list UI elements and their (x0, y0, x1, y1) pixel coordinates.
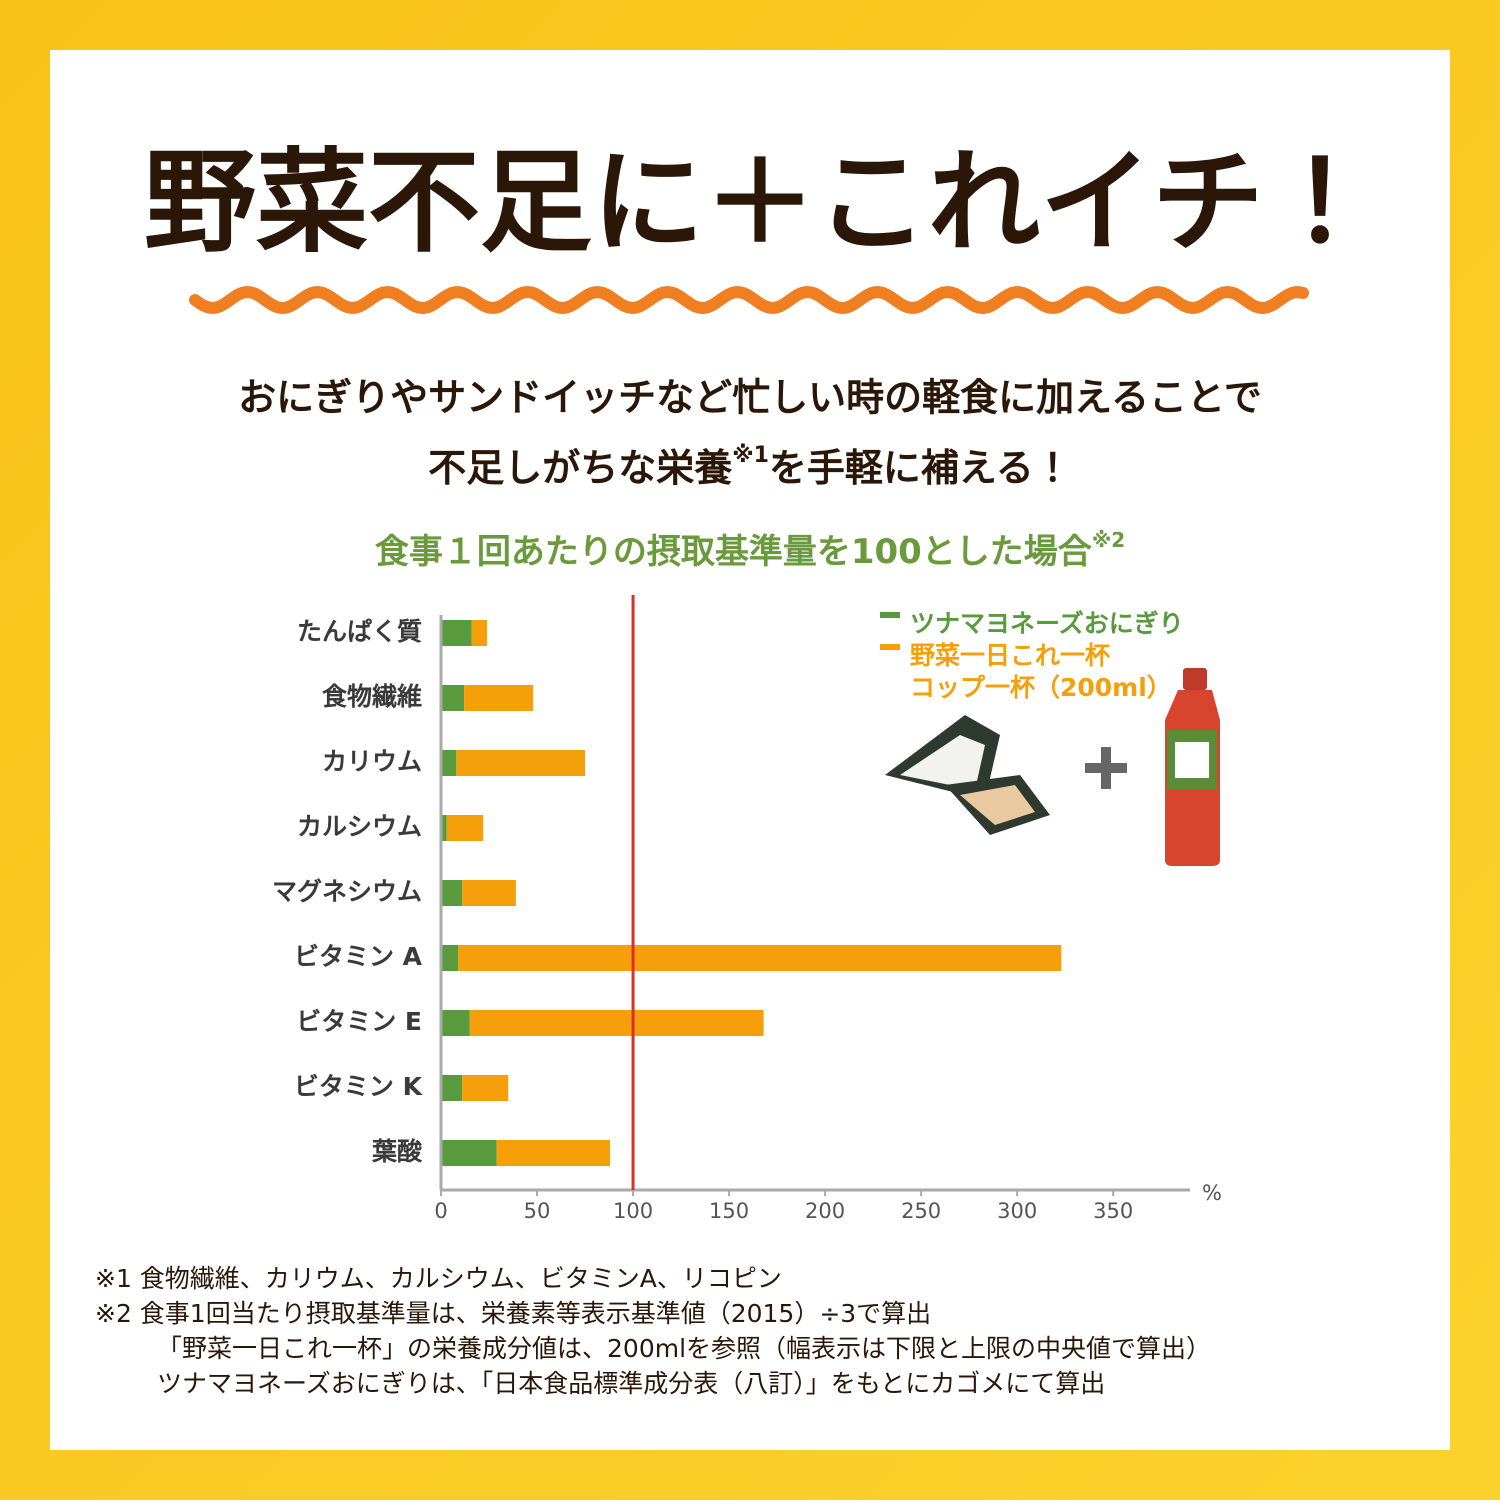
x-tick-label: 50 (524, 1199, 551, 1223)
bar-segment (441, 880, 463, 906)
x-tick-label: 350 (1093, 1199, 1133, 1223)
headline: 野菜不足に＋これイチ！ (144, 138, 1376, 268)
category-label: ビタミン K (294, 1072, 424, 1101)
category-label: カリウム (322, 747, 422, 776)
lead-line: おにぎりやサンドイッチなど忙しい時の軽食に加えることで (238, 376, 1262, 420)
footnote: ※1 食物繊維、カリウム、カルシウム、ビタミンA、リコピン (95, 1264, 782, 1293)
footnote: ツナマヨネーズおにぎりは、「日本食品標準成分表（八訂）」をもとにカゴメにて算出 (157, 1369, 1105, 1398)
legend-swatch (880, 612, 900, 618)
x-unit: % (1202, 1181, 1222, 1205)
bar-segment (462, 880, 516, 906)
bar-segment (458, 945, 1062, 971)
category-label: たんぱく質 (297, 617, 422, 646)
category-label: ビタミン E (296, 1007, 422, 1036)
lead-text: を手軽に補える！ (769, 446, 1072, 490)
x-tick-label: 100 (613, 1199, 653, 1223)
bar-segment (441, 945, 459, 971)
bar-segment (462, 1075, 509, 1101)
legend-label: 野菜一日これ一杯 コップ一杯（200ml） (910, 641, 1172, 702)
chart-title-text: 食事１回あたりの摂取基準量を100とした場合 (375, 532, 1093, 572)
x-tick-label: 150 (709, 1199, 749, 1223)
x-tick-label: 0 (434, 1199, 447, 1223)
x-tick-label: 250 (901, 1199, 941, 1223)
bar-segment (441, 1075, 463, 1101)
category-label: カルシウム (297, 812, 422, 841)
category-label: ビタミン A (294, 942, 423, 971)
bar-segment (441, 685, 465, 711)
lead-note: ※1 (732, 443, 769, 468)
category-label: 食物繊維 (322, 682, 422, 711)
lead-line: 不足しがちな栄養※1を手軽に補える！ (428, 443, 1072, 490)
bar-segment (441, 815, 447, 841)
bar-segment (469, 1010, 764, 1036)
category-label: マグネシウム (272, 877, 422, 906)
chart-title: 食事１回あたりの摂取基準量を100とした場合※2 (375, 528, 1125, 572)
bar-segment (441, 1140, 497, 1166)
legend-item: 野菜一日これ一杯 コップ一杯（200ml） (880, 640, 1172, 704)
wave-underline (189, 285, 1309, 315)
x-tick-label: 300 (997, 1199, 1037, 1223)
bar-segment (441, 750, 457, 776)
footnote: 「野菜一日これ一杯」の栄養成分値は、200mlを参照（幅表示は下限と上限の中央値… (157, 1334, 1211, 1363)
bar-segment (456, 750, 586, 776)
lead-text: 不足しがちな栄養 (428, 446, 732, 490)
chart-title-note: ※2 (1092, 528, 1125, 552)
category-label: 葉酸 (371, 1137, 423, 1166)
illustration (885, 668, 1220, 866)
bar-segment (496, 1140, 611, 1166)
bar-segment (464, 685, 534, 711)
footnote: ※2 食事1回当たり摂取基準量は、栄養素等表示基準値（2015）÷3で算出 (95, 1299, 931, 1328)
legend-label: ツナマヨネーズおにぎり (910, 609, 1184, 638)
legend-item: ツナマヨネーズおにぎり (880, 608, 1184, 640)
bar-segment (441, 620, 472, 646)
bar-segment (446, 815, 484, 841)
x-tick-label: 200 (805, 1199, 845, 1223)
bar-segment (471, 620, 488, 646)
legend-swatch (880, 644, 900, 650)
bar-segment (441, 1010, 470, 1036)
